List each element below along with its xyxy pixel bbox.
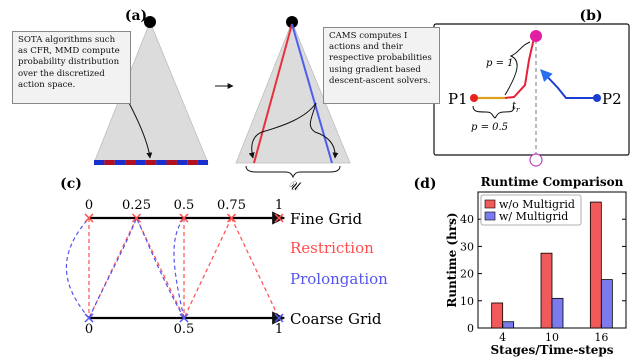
bar [502, 321, 515, 329]
p1-node [470, 94, 478, 102]
bar [589, 201, 602, 329]
legend-label: w/ Multigrid [499, 210, 568, 223]
y-tick-label: 0 [467, 322, 474, 335]
legend-swatch [484, 211, 496, 221]
right-note-arrow-red [248, 102, 317, 159]
coarse-grid-label: Coarse Grid [290, 310, 382, 328]
legend-box [480, 194, 582, 226]
restriction-line [135, 217, 185, 319]
x-tick-label: 10 [545, 331, 559, 344]
runtime-bar-chart: 0 10 20 30 40 4 10 16 Runtime Comparison Stages/T… [445, 175, 627, 357]
fine-grid-label: Fine Grid [290, 210, 362, 228]
panel-d-label: (d) [413, 176, 436, 192]
multigrid-diagram: 0 0.25 0.5 0.75 1 0 0.5 1 Fine Grid Coarse Grid Re… [65, 198, 388, 337]
fine-tick-label: 0.75 [217, 198, 246, 213]
p1-label: P1 [448, 90, 468, 108]
left-note-arrow [127, 100, 153, 159]
coarse-grid-point [179, 313, 189, 323]
panel-d: (d) 0 10 20 30 40 4 10 16 Runtime Comparison Stag… [413, 175, 627, 357]
bar [551, 297, 564, 329]
prolongation-curve [173, 217, 185, 319]
y-tick-label: 20 [460, 268, 474, 281]
coarse-tick-label: 0 [85, 322, 93, 337]
left-tree-root-node [144, 16, 156, 28]
p-one-label: p = 1 [486, 58, 514, 69]
blue-action-line [291, 23, 333, 164]
top-magenta-node [530, 30, 542, 42]
panel-c-label: (c) [60, 176, 82, 192]
p-half-brace [472, 105, 515, 119]
action-bin [104, 160, 115, 165]
action-bin [197, 160, 208, 165]
coarse-grid-point [84, 313, 94, 323]
action-bin [166, 160, 177, 165]
fine-grid-point [131, 213, 142, 223]
fine-tick-label: 0.5 [174, 198, 195, 213]
y-tick-label: 30 [460, 240, 474, 253]
panel-c: (c) 0 0.25 0.5 0.75 1 0 0.5 1 Fine Grid Coarse Gr… [60, 176, 388, 337]
action-space-brace [245, 165, 341, 179]
red-action-line [253, 23, 293, 164]
prolongation-curve [65, 217, 90, 319]
restriction-line [230, 217, 280, 319]
panel-b: (b) P1 P2 p = 1 p = 0.5 tr [433, 8, 630, 167]
y-axis-label: Runtime (hrs) [445, 212, 459, 307]
p2-node [593, 94, 601, 102]
prolongation-curve [135, 217, 185, 319]
t-r-label: tr [512, 101, 520, 114]
p-one-brace [504, 41, 531, 96]
action-bin [94, 160, 105, 165]
prolongation-label: Prolongation [290, 270, 388, 288]
fine-tick-label: 1 [275, 198, 283, 213]
y-tick-label: 40 [460, 213, 474, 226]
fine-grid-point [226, 213, 237, 223]
right-note-arrow-blue [309, 102, 339, 159]
brace-label: 𝒰 [288, 179, 302, 193]
legend-label: w/o Multigrid [499, 198, 575, 211]
panel-a: (a) 𝒰 [93, 8, 351, 193]
bar [540, 252, 553, 329]
prolongation-curve [88, 217, 138, 319]
p1-red-path [504, 37, 535, 99]
p2-label: P2 [602, 90, 622, 108]
action-bin [114, 160, 126, 165]
fine-grid-point [274, 213, 284, 223]
legend-swatch [484, 199, 496, 209]
bar [600, 279, 613, 329]
panel-b-label: (b) [579, 8, 602, 24]
discretized-action-bar [94, 160, 208, 165]
p-half-label: p = 0.5 [471, 122, 508, 133]
coarse-tick-label: 0.5 [174, 322, 195, 337]
right-tree-root-node [286, 16, 298, 28]
coarse-grid-point [274, 313, 284, 323]
action-bin [176, 160, 188, 165]
restriction-line [88, 217, 138, 319]
bottom-open-marker [529, 153, 543, 167]
coarse-tick-label: 1 [275, 322, 283, 337]
restriction-label: Restriction [290, 239, 374, 257]
right-note-box: CAMS computes I actions and their respec… [323, 27, 440, 104]
fine-tick-label: 0.25 [122, 198, 151, 213]
action-bin [145, 160, 157, 165]
x-axis-label: Stages/Time-steps [490, 343, 613, 357]
t-subscript: r [516, 106, 520, 114]
panel-a-label: (a) [125, 8, 147, 24]
p2-blue-path [540, 69, 597, 99]
bar [491, 302, 504, 329]
action-bin [135, 160, 146, 165]
x-tick-label: 16 [594, 331, 608, 344]
t-label: t [512, 101, 517, 112]
action-bin [187, 160, 198, 165]
left-note-box: SOTA algorithms such as CFR, MMD compute… [12, 31, 131, 104]
chart-title: Runtime Comparison [481, 175, 624, 189]
x-tick-label: 4 [499, 331, 506, 344]
fine-tick-label: 0 [85, 198, 93, 213]
fine-grid-point [179, 213, 189, 223]
y-tick-label: 10 [460, 295, 474, 308]
action-bin [125, 160, 136, 165]
fine-grid-point [84, 213, 94, 223]
action-bin [156, 160, 167, 165]
restriction-line [183, 217, 233, 319]
